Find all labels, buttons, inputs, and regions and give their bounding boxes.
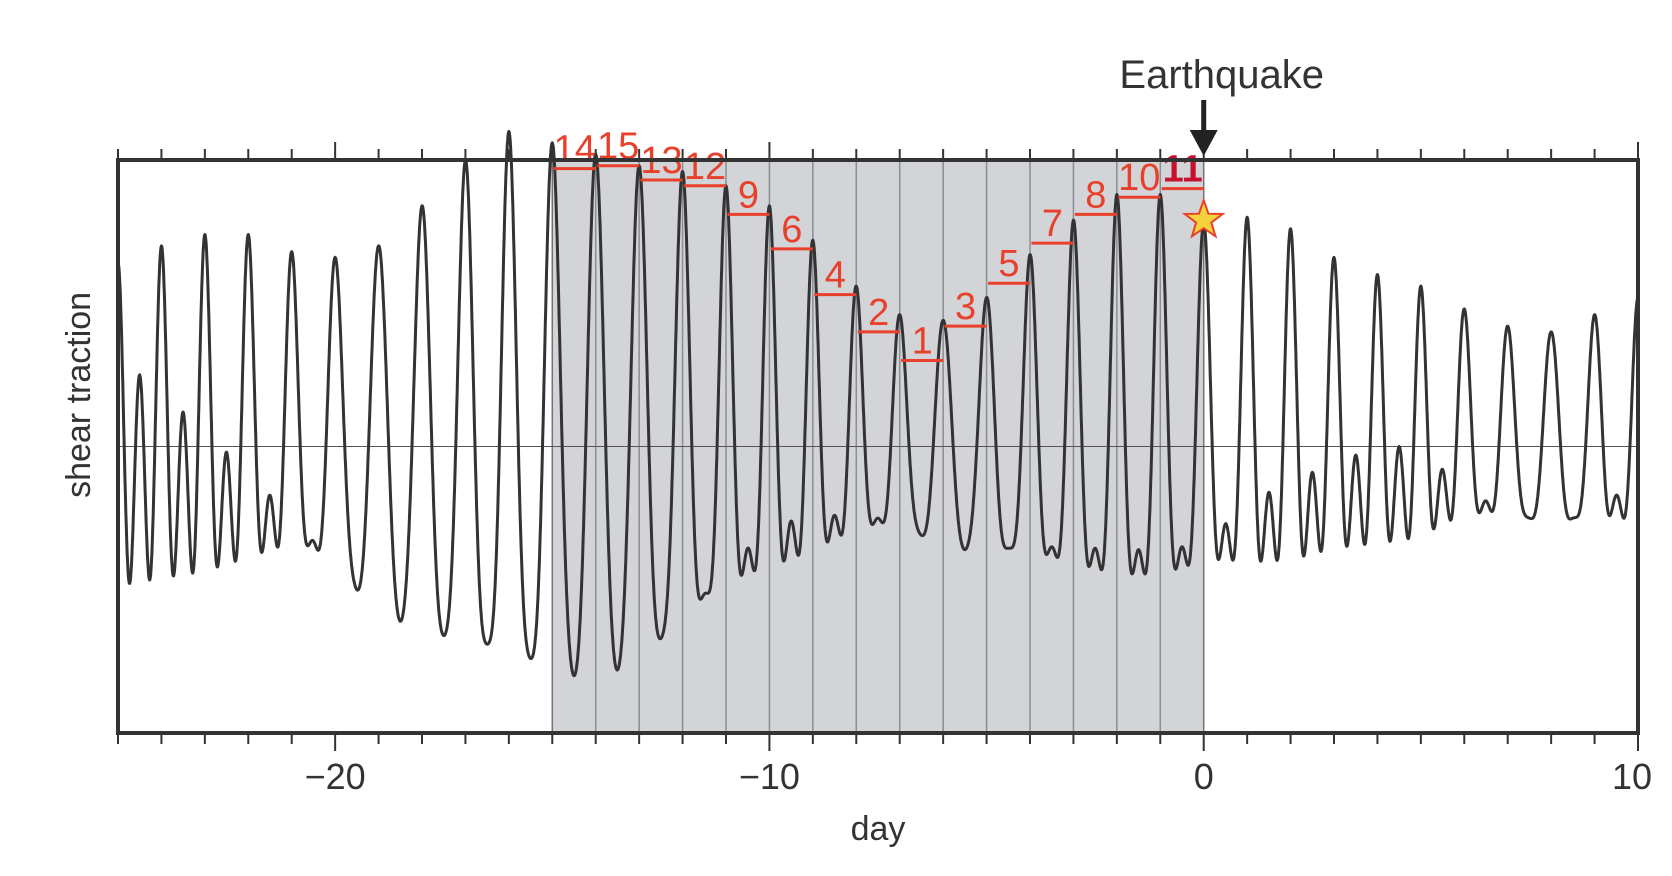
x-tick-labels: −20 −10 0 10: [305, 756, 1652, 797]
x-tick-label: −10: [739, 756, 800, 797]
peak-label: 5: [998, 243, 1019, 285]
peak-label: 2: [868, 292, 889, 334]
peak-label: 14: [554, 129, 596, 171]
x-tick-label: 10: [1612, 756, 1652, 797]
axis-ticks: [117, 142, 1639, 751]
plot-frame: [116, 158, 1640, 735]
peak-label: 8: [1085, 174, 1106, 216]
peak-label: 9: [738, 174, 759, 216]
x-axis-label: day: [851, 810, 906, 848]
earthquake-star-icon: [1181, 197, 1226, 239]
earthquake-annotation: Earthquake: [1119, 53, 1324, 97]
earthquake-arrow: [1189, 100, 1218, 156]
arrow-head: [1189, 130, 1218, 156]
y-axis-label: shear traction: [60, 292, 98, 498]
x-tick-label: 0: [1194, 756, 1214, 797]
x-tick-label: −20: [305, 756, 366, 797]
peak-label: 12: [684, 146, 726, 188]
peak-label: 1: [912, 321, 933, 363]
peak-label: 6: [781, 209, 802, 251]
peak-label: 7: [1042, 203, 1063, 245]
peak-label: 3: [955, 286, 976, 328]
peak-label: 4: [825, 255, 846, 297]
peak-label: 11: [1163, 149, 1203, 191]
peak-label: 10: [1118, 157, 1160, 199]
shear-traction-trace: [116, 129, 1640, 678]
